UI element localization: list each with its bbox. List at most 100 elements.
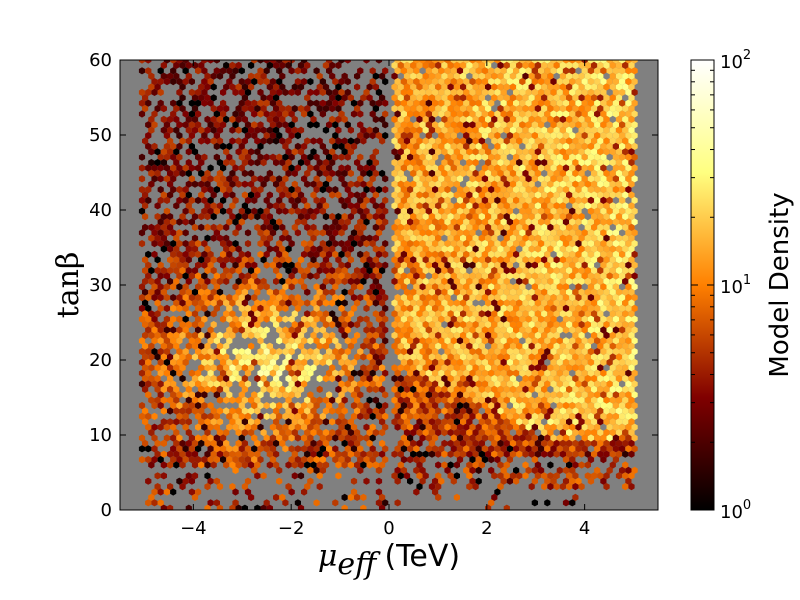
hexbin-cell	[145, 60, 152, 64]
hexbin-cell	[220, 186, 227, 194]
hexbin-cell	[550, 153, 557, 161]
hexbin-cell	[335, 83, 342, 91]
hexbin-cell	[179, 105, 186, 113]
hexbin-cell	[185, 115, 192, 123]
hexbin-cell	[556, 402, 563, 410]
hexbin-cell	[360, 94, 367, 102]
hexbin-cell	[285, 191, 292, 199]
hexbin-cell	[516, 159, 523, 167]
hexbin-cell	[248, 72, 255, 80]
hexbin-cell	[297, 267, 305, 275]
hexbin-cell	[609, 191, 616, 199]
hexbin-cell	[556, 445, 563, 453]
hexbin-cell	[210, 256, 217, 264]
hexbin-cell	[447, 429, 454, 437]
hexbin-cell	[185, 288, 192, 296]
hexbin-cell	[584, 83, 591, 91]
hexbin-cell	[407, 88, 414, 96]
hexbin-cell	[438, 78, 445, 86]
hexbin-cell	[625, 423, 632, 431]
hexbin-cell	[170, 229, 177, 237]
hexbin-cell	[244, 207, 252, 215]
hexbin-cell	[223, 277, 230, 285]
hexbin-cell	[185, 396, 192, 404]
hexbin-cell	[167, 364, 174, 372]
hexbin-cell	[138, 315, 146, 323]
hexbin-cell	[182, 164, 189, 172]
hexbin-cell	[516, 169, 523, 177]
hexbin-cell	[547, 483, 554, 491]
hexbin-cell	[179, 418, 186, 426]
hexbin-cell	[304, 429, 311, 437]
hexbin-cell	[422, 72, 429, 80]
hexbin-cell	[466, 115, 473, 123]
hexbin-cell	[472, 115, 479, 123]
hexbin-cell	[631, 423, 638, 431]
hexbin-cell	[235, 115, 242, 123]
hexbin-cell	[597, 72, 604, 80]
hexbin-cell	[210, 277, 217, 285]
hexbin-cell	[425, 142, 432, 150]
hexbin-cell	[450, 60, 457, 64]
hexbin-cell	[538, 294, 545, 302]
hexbin-cell	[273, 137, 280, 145]
hexbin-cell	[382, 445, 389, 453]
hexbin-cell	[594, 369, 601, 377]
hexbin-cell	[338, 261, 345, 269]
hexbin-cell	[138, 294, 146, 302]
hexbin-cell	[176, 391, 183, 399]
hexbin-cell	[322, 429, 330, 437]
hexbin-cell	[497, 299, 504, 307]
hexbin-cell	[559, 310, 566, 318]
hexbin-cell	[472, 375, 479, 383]
hexbin-cell	[500, 175, 507, 183]
hexbin-cell	[597, 450, 604, 458]
hexbin-cell	[204, 94, 211, 102]
hexbin-cell	[559, 126, 566, 134]
hexbin-cell	[438, 283, 445, 291]
hexbin-cell	[631, 434, 638, 442]
hexbin-cell	[475, 153, 482, 161]
hexbin-cell	[485, 450, 492, 458]
hexbin-cell	[488, 110, 495, 118]
hexbin-cell	[478, 321, 485, 329]
hexbin-cell	[538, 207, 545, 215]
hexbin-cell	[201, 423, 208, 431]
hexbin-cell	[223, 256, 230, 264]
hexbin-cell	[191, 321, 199, 329]
hexbin-cell	[369, 272, 376, 280]
hexbin-cell	[279, 245, 286, 253]
hexbin-cell	[185, 277, 192, 285]
hexbin-cell	[559, 418, 566, 426]
hexbin-cell	[185, 72, 192, 80]
hexbin-cell	[204, 299, 211, 307]
hexbin-cell	[163, 283, 171, 291]
hexbin-cell	[338, 315, 345, 323]
hexbin-cell	[575, 272, 582, 280]
hexbin-cell	[341, 223, 348, 231]
hexbin-cell	[594, 132, 601, 140]
hexbin-cell	[469, 326, 476, 334]
hexbin-cell	[428, 288, 436, 296]
hexbin-cell	[513, 132, 520, 140]
hexbin-cell	[488, 164, 495, 172]
hexbin-cell	[488, 348, 495, 356]
hexbin-cell	[297, 299, 305, 307]
hexbin-cell	[397, 202, 404, 210]
hexbin-cell	[522, 472, 529, 480]
hexbin-cell	[195, 153, 202, 161]
hexbin-cell	[478, 234, 485, 242]
hexbin-cell	[453, 126, 460, 134]
hexbin-cell	[603, 321, 610, 329]
hexbin-cell	[279, 137, 286, 145]
hexbin-cell	[322, 245, 330, 253]
hexbin-cell	[450, 358, 457, 366]
hexbin-cell	[488, 412, 495, 420]
hexbin-cell	[332, 142, 339, 150]
hexbin-cell	[591, 331, 598, 339]
hexbin-cell	[456, 402, 464, 410]
hexbin-cell	[597, 94, 604, 102]
hexbin-cell	[416, 483, 423, 491]
hexbin-cell	[572, 299, 579, 307]
hexbin-cell	[538, 164, 545, 172]
